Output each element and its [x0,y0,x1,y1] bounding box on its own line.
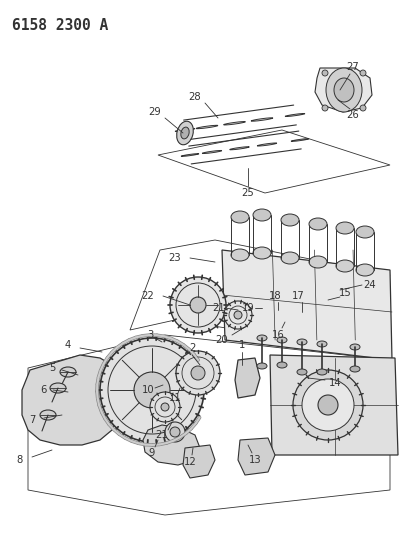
Text: 18: 18 [268,291,281,301]
Polygon shape [221,250,391,360]
Circle shape [317,395,337,415]
Text: 11: 11 [168,393,181,403]
Ellipse shape [60,367,76,377]
Text: 3: 3 [146,330,153,340]
Text: 8: 8 [17,455,23,465]
Ellipse shape [296,369,306,375]
Circle shape [359,70,365,76]
Ellipse shape [196,125,217,128]
Circle shape [100,338,204,442]
Polygon shape [182,445,214,478]
Ellipse shape [333,78,353,102]
Text: 24: 24 [363,280,375,290]
Circle shape [359,105,365,111]
Circle shape [223,301,252,329]
Ellipse shape [280,252,298,264]
Text: 16: 16 [271,330,284,340]
Circle shape [134,372,170,408]
Text: 9: 9 [148,448,155,458]
Ellipse shape [176,121,193,145]
Ellipse shape [250,118,272,121]
Ellipse shape [349,344,359,350]
Circle shape [292,370,362,440]
Polygon shape [237,438,274,475]
Ellipse shape [316,341,326,347]
Text: 23: 23 [168,253,181,263]
Ellipse shape [181,154,198,156]
Ellipse shape [50,383,66,393]
Text: 28: 28 [188,92,201,102]
Ellipse shape [180,127,189,139]
Text: 14: 14 [328,378,340,388]
Ellipse shape [256,143,276,146]
Ellipse shape [308,218,326,230]
Ellipse shape [229,147,249,150]
Circle shape [170,277,225,333]
Text: 5: 5 [49,363,55,373]
Circle shape [170,427,180,437]
Circle shape [321,105,327,111]
Polygon shape [314,68,371,112]
Circle shape [301,379,353,431]
Polygon shape [143,425,200,465]
Text: 7: 7 [29,415,35,425]
Text: 10: 10 [142,385,154,395]
Ellipse shape [355,264,373,276]
Ellipse shape [284,114,304,117]
Polygon shape [270,355,397,455]
Text: 1: 1 [238,340,245,350]
Circle shape [191,366,204,380]
Ellipse shape [296,339,306,345]
Text: 29: 29 [148,107,161,117]
Ellipse shape [175,128,194,132]
Text: 15: 15 [338,288,351,298]
Ellipse shape [280,214,298,226]
Ellipse shape [230,211,248,223]
Text: 20: 20 [215,335,228,345]
Circle shape [234,311,241,319]
Ellipse shape [252,209,270,221]
Ellipse shape [335,222,353,234]
Text: 22: 22 [141,291,154,301]
Ellipse shape [290,139,308,141]
Polygon shape [22,355,118,445]
Text: 21: 21 [155,430,168,440]
Circle shape [164,422,184,442]
Text: 12: 12 [183,457,196,467]
Text: 27: 27 [346,62,359,72]
Ellipse shape [355,226,373,238]
Circle shape [321,70,327,76]
Text: 6158 2300 A: 6158 2300 A [12,18,108,33]
Ellipse shape [256,363,266,369]
Text: 17: 17 [291,291,303,301]
Circle shape [150,392,180,422]
Ellipse shape [202,150,221,154]
Ellipse shape [276,362,286,368]
Ellipse shape [308,256,326,268]
Circle shape [161,403,169,411]
Ellipse shape [223,122,245,125]
Ellipse shape [276,337,286,343]
Text: 21: 21 [212,303,225,313]
Ellipse shape [252,247,270,259]
Ellipse shape [316,369,326,375]
Text: 19: 19 [241,303,254,313]
Ellipse shape [256,335,266,341]
Text: 13: 13 [248,455,261,465]
Ellipse shape [349,366,359,372]
Ellipse shape [230,249,248,261]
Text: 26: 26 [346,110,359,120]
Ellipse shape [325,68,361,112]
Text: 2: 2 [189,343,195,353]
Text: 6: 6 [40,385,46,395]
Ellipse shape [335,260,353,272]
Text: 25: 25 [241,188,254,198]
Polygon shape [234,358,259,398]
Text: 4: 4 [65,340,71,350]
Circle shape [175,351,220,395]
Circle shape [189,297,205,313]
Ellipse shape [40,410,56,420]
